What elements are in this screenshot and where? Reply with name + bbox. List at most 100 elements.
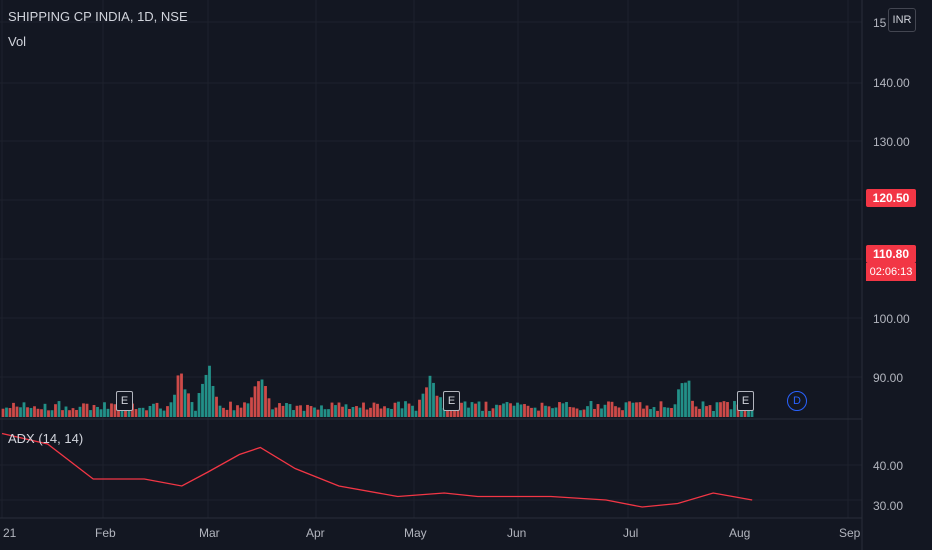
volume-bar	[526, 405, 530, 417]
volume-bar	[57, 401, 61, 417]
volume-bar	[502, 403, 505, 417]
volume-bar	[421, 393, 425, 417]
volume-bar	[642, 408, 645, 417]
volume-bar	[407, 403, 411, 417]
volume-bar	[26, 407, 29, 417]
volume-bar	[159, 408, 162, 417]
volume-bar	[617, 407, 621, 417]
volume-bar	[474, 403, 477, 417]
volume-bar	[645, 405, 649, 417]
volume-bar	[673, 404, 677, 417]
earnings-marker[interactable]: E	[116, 391, 133, 411]
volume-bar	[670, 408, 673, 417]
volume-bar	[341, 406, 344, 417]
volume-bar	[50, 410, 54, 417]
volume-bar	[148, 405, 152, 417]
price-tick: 90.00	[873, 371, 904, 385]
volume-bar	[5, 407, 8, 417]
volume-bar	[481, 410, 484, 417]
volume-bar	[596, 404, 600, 417]
volume-bar	[708, 405, 712, 417]
time-tick: Sep	[839, 526, 861, 540]
volume-bar	[565, 402, 568, 417]
volume-bar	[631, 402, 635, 417]
volume-bar	[155, 402, 159, 417]
volume-bar	[355, 406, 358, 417]
volume-bar	[22, 402, 26, 417]
volume-bar	[180, 373, 183, 417]
volume-bar	[453, 405, 456, 417]
volume-bar	[470, 402, 474, 417]
volume-bar	[313, 407, 316, 417]
volume-bar	[400, 408, 404, 417]
level-price-tag: 120.50	[866, 189, 916, 207]
volume-bar	[456, 410, 460, 417]
volume-bar	[666, 407, 670, 417]
volume-bar	[292, 410, 295, 417]
volume-bar	[323, 409, 327, 417]
volume-bar	[306, 404, 309, 417]
volume-bar	[285, 403, 288, 417]
volume-bar	[530, 407, 533, 417]
volume-bar	[197, 393, 201, 417]
volume-bar	[351, 406, 355, 417]
volume-bar	[327, 409, 330, 417]
volume-bar	[603, 404, 607, 417]
volume-bar	[600, 408, 603, 417]
volume-bar	[82, 403, 85, 417]
volume-bar	[495, 404, 498, 417]
volume-bar	[635, 402, 638, 417]
volume-bar	[561, 403, 565, 417]
adx-label[interactable]: ADX (14, 14)	[8, 431, 84, 446]
volume-bar	[99, 409, 103, 417]
volume-bar	[733, 401, 736, 417]
volume-bar	[659, 401, 663, 417]
dividend-marker[interactable]: D	[787, 391, 807, 411]
volume-bar	[446, 409, 449, 417]
volume-bar	[281, 405, 285, 417]
volume-bar	[19, 407, 22, 417]
volume-bar	[33, 406, 36, 417]
chart-grid	[0, 0, 862, 518]
volume-bar	[330, 402, 334, 417]
volume-label[interactable]: Vol	[8, 34, 27, 49]
volume-bar	[194, 410, 197, 417]
earnings-marker[interactable]: E	[737, 391, 754, 411]
chart-title[interactable]: SHIPPING CP INDIA, 1D, NSE	[8, 9, 188, 24]
volume-bar	[554, 407, 558, 417]
volume-bar	[705, 406, 708, 417]
volume-bar	[488, 410, 491, 417]
volume-bar	[1, 408, 5, 417]
volume-bar	[376, 403, 379, 417]
volume-bar	[232, 410, 236, 417]
time-tick: Apr	[306, 526, 325, 540]
time-tick: Feb	[95, 526, 116, 540]
volume-bar	[491, 408, 495, 417]
volume-bar	[127, 405, 131, 417]
volume-bar	[201, 383, 204, 417]
volume-bar	[15, 406, 19, 417]
volume-bar	[540, 402, 544, 417]
currency-button[interactable]: INR	[888, 8, 916, 32]
volume-bar	[288, 404, 292, 417]
volume-bar	[316, 409, 320, 417]
volume-bar	[117, 408, 120, 417]
volume-bar	[701, 401, 705, 417]
volume-bar	[183, 389, 187, 417]
volume-bar	[687, 380, 691, 417]
volume-bar	[404, 401, 407, 417]
volume-bar	[348, 408, 351, 417]
volume-bar	[75, 409, 78, 417]
volume-bar	[425, 387, 428, 417]
volume-bar	[302, 410, 306, 417]
volume-bar	[442, 407, 446, 417]
price-tick: 130.00	[873, 135, 910, 149]
volume-bar	[267, 398, 271, 417]
volume-bar	[691, 400, 694, 417]
bar-countdown: 02:06:13	[866, 263, 916, 281]
time-tick: Mar	[199, 526, 220, 540]
volume-bar	[334, 405, 337, 417]
volume-bar	[89, 410, 92, 417]
earnings-marker[interactable]: E	[443, 391, 460, 411]
